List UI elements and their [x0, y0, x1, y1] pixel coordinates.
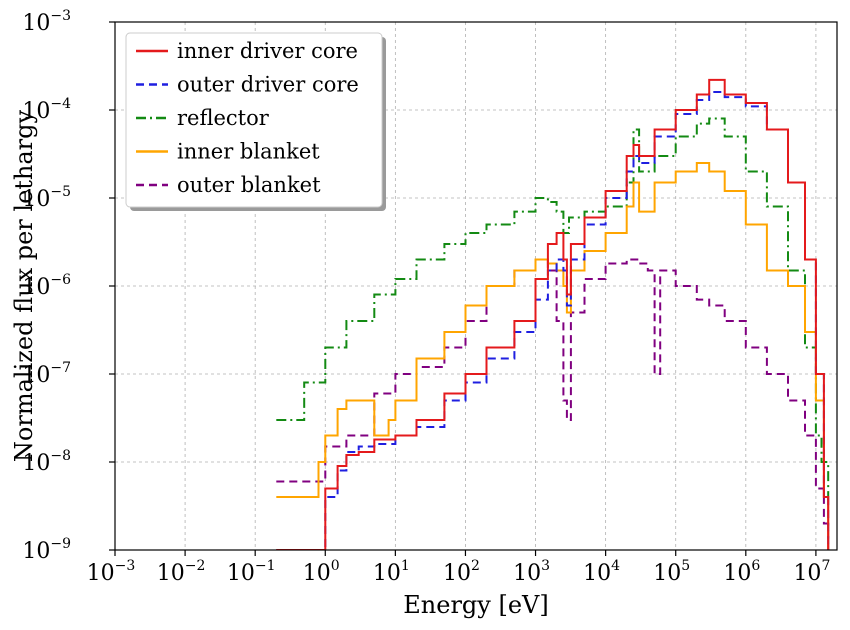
y-tick-label: 10−5 [22, 184, 71, 212]
x-axis-label: Energy [eV] [403, 591, 548, 619]
legend-items: inner driver core outer driver core reflec… [136, 39, 359, 197]
series-line-0 [276, 78, 830, 550]
plot-area [276, 78, 830, 550]
series-lines [276, 78, 830, 550]
y-tick-label: 10−6 [22, 272, 71, 300]
legend-label: inner driver core [177, 39, 358, 63]
x-tick-label: 104 [583, 558, 620, 586]
legend-label: outer driver core [177, 73, 359, 97]
series-line-1 [276, 91, 830, 550]
y-axis-ticks: 10−9 10−8 10−7 10−6 10−5 10−4 10−3 [22, 8, 115, 564]
x-tick-label: 10−3 [87, 558, 136, 586]
legend-box [125, 32, 383, 208]
y-tick-label: 10−7 [22, 360, 71, 388]
y-tick-label: 10−3 [22, 8, 71, 36]
series-line-2 [276, 117, 830, 497]
y-axis-label: Normalized flux per lethargy [10, 109, 38, 462]
y-tick-label: 10−8 [22, 448, 71, 476]
x-tick-label: 10−1 [227, 558, 276, 586]
x-tick-label: 107 [793, 558, 830, 586]
y-tick-label: 10−4 [22, 96, 71, 124]
x-tick-label: 106 [723, 558, 760, 586]
x-tick-label: 101 [373, 558, 410, 586]
x-axis-ticks: 10−3 10−2 10−1 100 101 102 103 104 105 106 107 [87, 550, 830, 586]
x-tick-label: 10−2 [157, 558, 206, 586]
x-tick-label: 102 [443, 558, 480, 586]
legend-label: inner blanket [177, 140, 320, 164]
x-tick-label: 105 [653, 558, 690, 586]
legend: inner driver core outer driver core reflec… [125, 32, 386, 211]
legend-label: outer blanket [177, 173, 321, 197]
x-tick-label: 103 [513, 558, 550, 586]
x-tick-label: 100 [303, 558, 340, 586]
y-tick-label: 10−9 [22, 536, 71, 564]
legend-label: reflector [177, 106, 270, 130]
series-line-3 [276, 162, 830, 550]
